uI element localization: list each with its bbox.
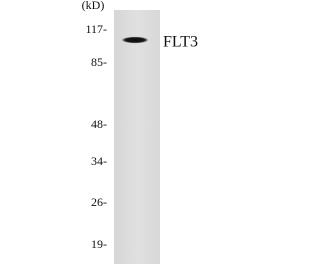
marker-label: 48- [91,117,107,131]
marker-label: 34- [91,154,107,168]
unit-label: (kD) [82,0,105,12]
band-label: FLT3 [163,34,198,51]
lane [114,10,160,264]
marker-label: 26- [91,195,107,209]
marker-label: 117- [85,22,107,36]
western-blot: (kD) 117- 85- 48- 34- 26- 19- FLT3 [82,0,198,264]
marker-label: 19- [91,237,107,251]
marker-label: 85- [91,55,107,69]
band [122,36,148,44]
